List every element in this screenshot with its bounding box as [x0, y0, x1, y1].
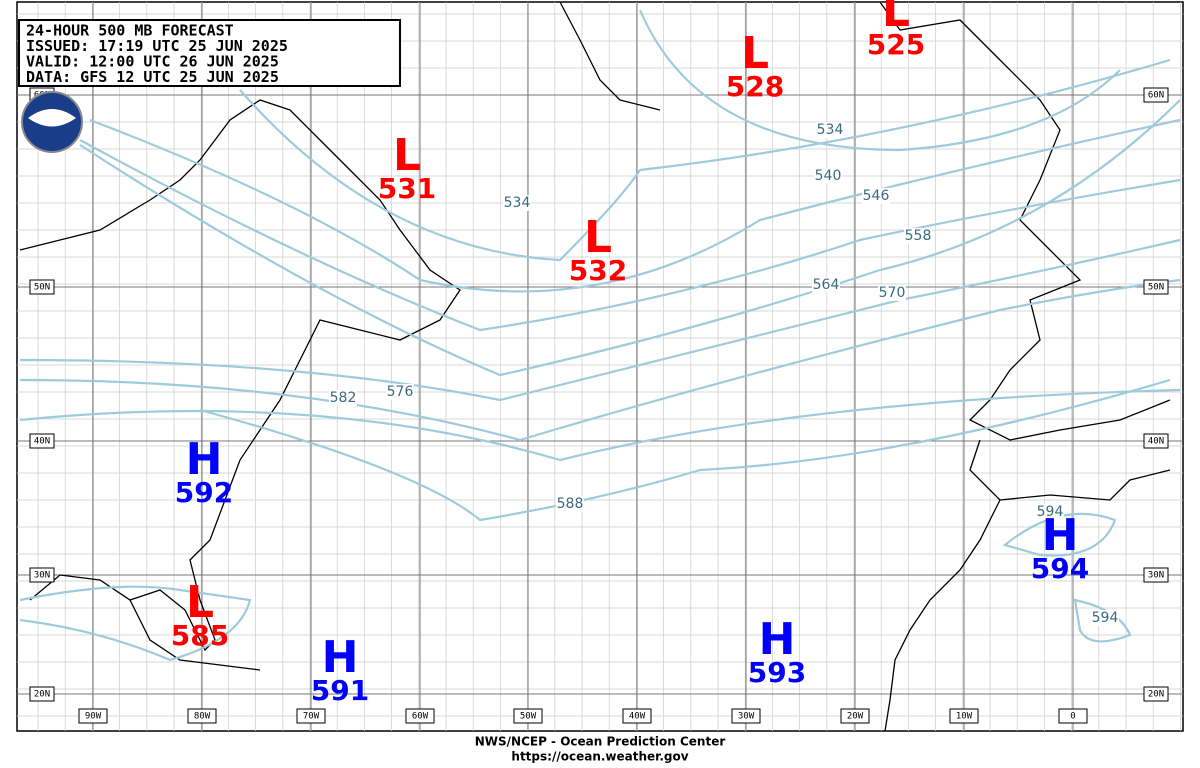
center-value: 528 [726, 70, 784, 103]
lat-label-box [1143, 279, 1169, 295]
header-line: ISSUED: 17:19 UTC 25 JUN 2025 [26, 37, 288, 55]
header-line: 24-HOUR 500 MB FORECAST [26, 22, 234, 40]
contour-label: 570 [879, 285, 906, 301]
lat-label-box [29, 279, 55, 295]
center-value: 591 [311, 674, 369, 707]
noaa-logo-bird [28, 109, 76, 127]
center-letter: L [741, 28, 769, 79]
lon-label-box [78, 708, 108, 724]
lat-label-box [1143, 567, 1169, 583]
center-letter: H [1042, 510, 1079, 561]
footer-line: NWS/NCEP - Ocean Prediction Center [475, 735, 726, 749]
lon-label: 70W [303, 712, 320, 722]
height-contours [19, 9, 1181, 662]
contour-label: 558 [905, 228, 932, 244]
lat-label-box [1143, 686, 1169, 702]
lon-label-box [1058, 708, 1088, 724]
contour-label-bg [503, 195, 531, 211]
contour-label: 564 [813, 277, 840, 293]
lon-label-box [187, 708, 217, 724]
contour-label-bg [1091, 610, 1119, 626]
grid [17, 2, 1183, 731]
contour-label: 534 [504, 195, 531, 211]
contour-label-bg [904, 228, 932, 244]
center-letter: H [186, 434, 223, 485]
lat-label: 30N [34, 571, 50, 581]
center-letter: L [882, 0, 910, 37]
lat-label: 50N [1148, 283, 1164, 293]
lon-label: 80W [194, 712, 211, 722]
contour-label-bg [812, 277, 840, 293]
lon-label-box [405, 708, 435, 724]
center-value: 532 [569, 254, 627, 287]
contour-label: 534 [817, 122, 844, 138]
contour-label: 576 [387, 384, 414, 400]
lon-label-box [622, 708, 652, 724]
center-letter: L [584, 212, 612, 263]
center-letter: L [393, 130, 421, 181]
center-letter: H [759, 614, 796, 665]
lat-label: 40N [34, 437, 50, 447]
header-line: VALID: 12:00 UTC 26 JUN 2025 [26, 53, 279, 71]
lon-label-box [296, 708, 326, 724]
lon-label: 40W [629, 712, 646, 722]
coastlines [19, 1, 1171, 732]
lon-label-box [731, 708, 761, 724]
map-frame [16, 1, 1184, 732]
lon-label-box [840, 708, 870, 724]
lat-label: 60N [1148, 91, 1164, 101]
center-value: 525 [867, 28, 925, 61]
center-value: 594 [1031, 552, 1089, 585]
contour-label-bg [556, 496, 584, 512]
center-value: 593 [748, 656, 806, 689]
header-box [18, 19, 401, 87]
lat-label-box [1143, 87, 1169, 103]
contour-label-bg [814, 168, 842, 184]
contour-label-bg [862, 188, 890, 204]
lat-label: 40N [1148, 437, 1164, 447]
lon-label: 10W [956, 712, 973, 722]
lon-label: 0 [1070, 712, 1075, 722]
annotations: 90W80W70W60W50W40W30W20W10W060N60N50N50N… [29, 0, 1169, 724]
header-line: DATA: GFS 12 UTC 25 JUN 2025 [26, 68, 279, 86]
contour-label: 588 [557, 496, 584, 512]
center-value: 531 [378, 172, 436, 205]
lat-label: 20N [34, 690, 50, 700]
center-letter: H [322, 632, 359, 683]
contour-label: 540 [815, 168, 842, 184]
contour-label-bg [878, 285, 906, 301]
footer-line: https://ocean.weather.gov [511, 750, 688, 764]
lon-label: 50W [520, 712, 537, 722]
lon-label-box [949, 708, 979, 724]
center-value: 585 [171, 619, 229, 652]
contour-label-bg [386, 384, 414, 400]
contour-label: 582 [330, 390, 357, 406]
lon-label-box [513, 708, 543, 724]
lon-label: 60W [412, 712, 429, 722]
center-letter: L [186, 577, 214, 628]
lat-label-box [1143, 433, 1169, 449]
center-value: 592 [175, 476, 233, 509]
lat-label: 50N [34, 283, 50, 293]
contour-label: 546 [863, 188, 890, 204]
contour-label: 594 [1092, 610, 1119, 626]
lon-label: 20W [847, 712, 864, 722]
lon-label: 90W [85, 712, 102, 722]
lat-label-box [29, 686, 55, 702]
lon-label: 30W [738, 712, 755, 722]
contour-label-bg [1036, 504, 1064, 520]
contour-label: 594 [1037, 504, 1064, 520]
lat-label-box [29, 567, 55, 583]
lat-label: 20N [1148, 690, 1164, 700]
lat-label: 30N [1148, 571, 1164, 581]
contour-label-bg [329, 390, 357, 406]
lat-label-box [29, 433, 55, 449]
contour-label-bg [816, 122, 844, 138]
